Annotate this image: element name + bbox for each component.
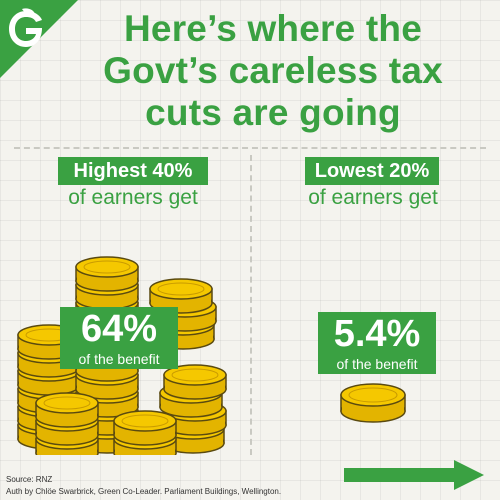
vertical-divider [250,155,252,455]
lowest-earners-label: Lowest 20% [305,157,439,185]
headline-line-3: cuts are going [145,92,401,133]
lowest-earners-value-sub: of the benefit [336,356,418,372]
headline: Here’s where the Govt’s careless tax cut… [60,8,486,134]
source-note: Source: RNZ [6,475,53,484]
lowest-earners-value: 5.4% [333,313,421,355]
horizontal-divider [14,147,486,149]
single-coin-icon [340,383,406,423]
highest-earners-value: 64% [80,308,158,350]
highest-earners-sub: of earners get [68,186,198,209]
headline-line-1: Here’s where the [124,8,422,49]
arrow-right-icon[interactable] [344,460,484,490]
authorisation-note: Auth by Chlöe Swarbrick, Green Co-Leader… [6,487,282,496]
headline-line-2: Govt’s careless tax [103,50,443,91]
highest-earners-value-sub: of the benefit [78,351,160,367]
highest-earners-stat: 64% of the benefit [60,307,178,369]
highest-earners-label: Highest 40% [58,157,208,185]
lowest-earners-sub: of earners get [308,186,438,209]
green-party-logo-icon [8,8,44,50]
lowest-earners-stat: 5.4% of the benefit [318,312,436,374]
